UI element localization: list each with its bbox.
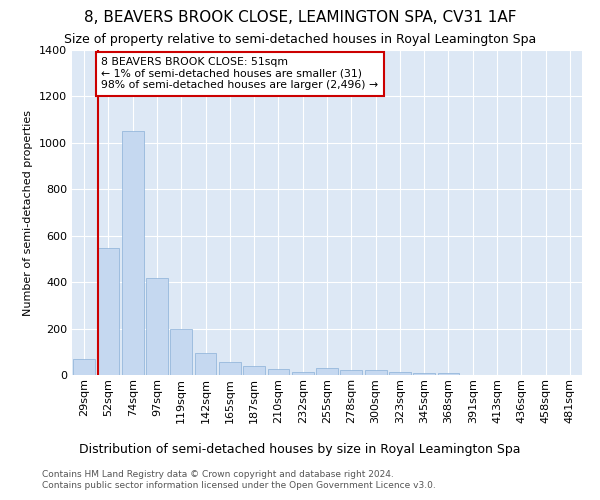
Bar [97,248,119,375]
Bar [340,370,362,375]
Bar [73,359,95,375]
Bar [170,328,192,375]
Text: Size of property relative to semi-detached houses in Royal Leamington Spa: Size of property relative to semi-detach… [64,32,536,46]
Bar [413,372,435,375]
Y-axis label: Number of semi-detached properties: Number of semi-detached properties [23,110,34,316]
Bar [146,278,168,375]
Bar [389,372,411,375]
Text: Contains public sector information licensed under the Open Government Licence v3: Contains public sector information licen… [42,481,436,490]
Text: 8 BEAVERS BROOK CLOSE: 51sqm
← 1% of semi-detached houses are smaller (31)
98% o: 8 BEAVERS BROOK CLOSE: 51sqm ← 1% of sem… [101,57,378,90]
Bar [122,131,143,375]
Bar [219,362,241,375]
Bar [365,370,386,375]
Bar [243,366,265,375]
Bar [316,368,338,375]
Text: 8, BEAVERS BROOK CLOSE, LEAMINGTON SPA, CV31 1AF: 8, BEAVERS BROOK CLOSE, LEAMINGTON SPA, … [84,10,516,25]
Bar [437,372,460,375]
Bar [292,372,314,375]
Text: Distribution of semi-detached houses by size in Royal Leamington Spa: Distribution of semi-detached houses by … [79,442,521,456]
Text: Contains HM Land Registry data © Crown copyright and database right 2024.: Contains HM Land Registry data © Crown c… [42,470,394,479]
Bar [194,353,217,375]
Bar [268,368,289,375]
